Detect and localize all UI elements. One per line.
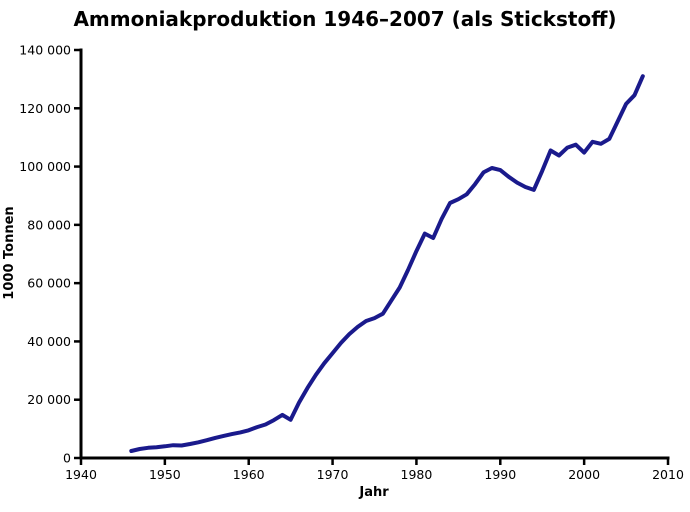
x-tick-label: 1980 xyxy=(401,467,433,482)
y-tick-label: 60 000 xyxy=(27,276,71,291)
y-tick-label: 100 000 xyxy=(19,159,71,174)
x-tick-label: 2010 xyxy=(652,467,684,482)
x-tick-label: 1990 xyxy=(484,467,516,482)
x-tick-label: 1940 xyxy=(65,467,97,482)
x-axis-label: Jahr xyxy=(358,485,389,500)
y-tick-label: 80 000 xyxy=(27,217,71,232)
x-tick-label: 1960 xyxy=(233,467,265,482)
x-axis-ticks: 1940 1950 1960 1970 1980 1990 2000 2010 xyxy=(65,458,684,482)
y-tick-label: 40 000 xyxy=(27,334,71,349)
y-tick-label: 140 000 xyxy=(19,43,71,58)
data-line xyxy=(129,74,645,453)
x-tick-label: 1970 xyxy=(317,467,349,482)
y-tick-label: 120 000 xyxy=(19,101,71,116)
y-tick-label: 20 000 xyxy=(27,392,71,407)
x-tick-label: 1950 xyxy=(149,467,181,482)
y-axis-ticks: 0 20 000 40 000 60 000 80 000 100 000 120 000 1… xyxy=(19,43,81,466)
y-axis-label: 1000 Tonnen xyxy=(2,206,17,299)
x-tick-label: 2000 xyxy=(568,467,600,482)
y-tick-label: 0 xyxy=(63,451,71,466)
chart-title: Ammoniakproduktion 1946–2007 (als Sticks… xyxy=(73,7,616,31)
